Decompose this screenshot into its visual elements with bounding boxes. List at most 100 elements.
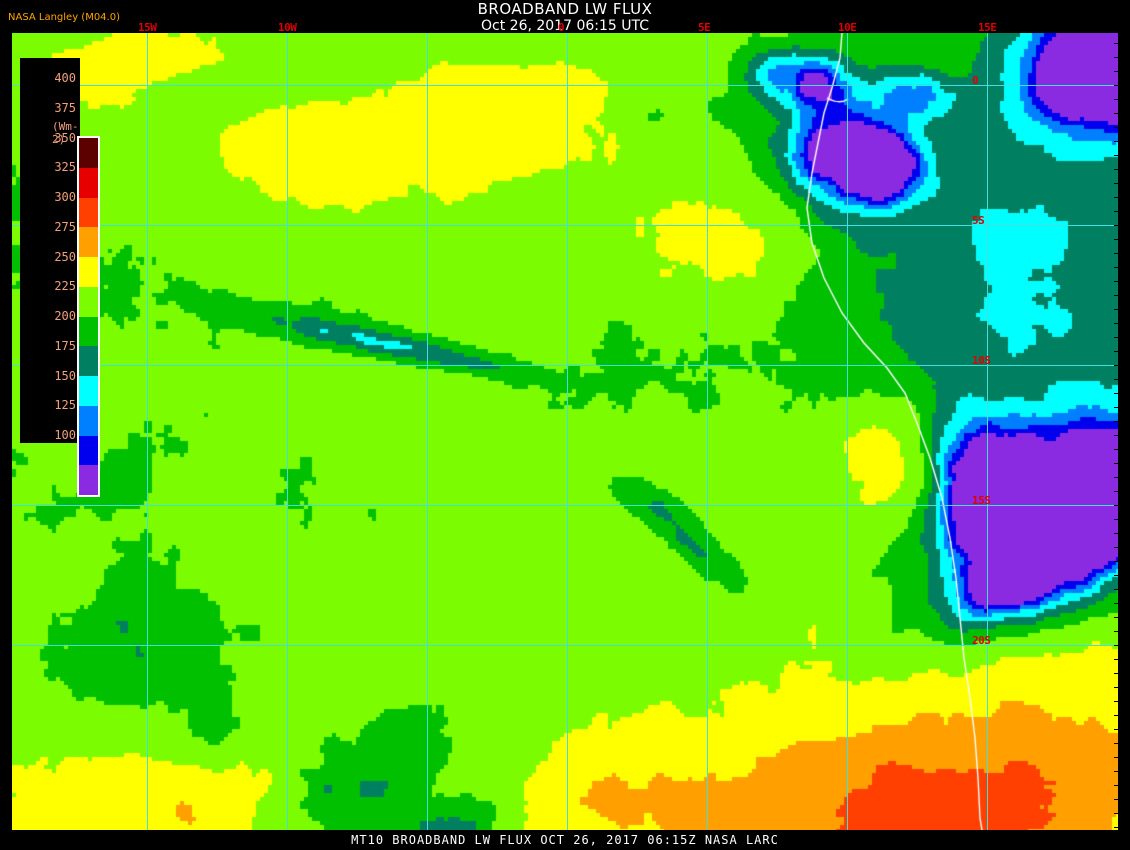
edge-tick xyxy=(1114,71,1118,72)
edge-tick xyxy=(1114,351,1118,352)
lat-label-5S: 5S xyxy=(972,214,985,227)
colorbar-band-10 xyxy=(79,435,98,466)
edge-tick xyxy=(1114,267,1118,268)
gridline-lon-10 xyxy=(847,33,848,830)
edge-tick xyxy=(1114,379,1118,380)
lon-label-10W: 10W xyxy=(278,21,297,34)
edge-tick xyxy=(1114,169,1118,170)
colorbar-tick-200: 200 xyxy=(54,309,76,323)
edge-tick xyxy=(1114,337,1118,338)
lon-label-10E: 10E xyxy=(838,21,857,34)
gridline-lat--20 xyxy=(12,645,1118,646)
edge-tick xyxy=(1114,183,1118,184)
edge-tick xyxy=(1114,743,1118,744)
colorbar-tick-250: 250 xyxy=(54,249,76,264)
edge-tick xyxy=(1114,365,1118,366)
colorbar-band-0 xyxy=(79,138,98,168)
edge-tick xyxy=(1114,561,1118,562)
page-title: BROADBAND LW FLUX xyxy=(477,0,653,18)
colorbar-band-5 xyxy=(79,286,98,317)
edge-tick xyxy=(1114,197,1118,198)
edge-tick xyxy=(1114,99,1118,100)
edge-tick xyxy=(1114,407,1118,408)
edge-tick xyxy=(1114,309,1118,310)
edge-tick xyxy=(1114,239,1118,240)
edge-tick xyxy=(1114,491,1118,492)
colorbar-tick-225: 225 xyxy=(54,279,76,294)
lat-label-20S: 20S xyxy=(972,634,991,647)
edge-tick xyxy=(1114,57,1118,58)
colorbar-band-2 xyxy=(79,197,98,228)
gridline-lat--15 xyxy=(12,505,1118,506)
edge-tick xyxy=(1114,603,1118,604)
lon-label-0: 0 xyxy=(558,21,565,34)
colorbar-tick-175: 175 xyxy=(54,338,76,353)
flux-raster xyxy=(12,33,1118,830)
colorbar-panel: (Wm-2) 400 375 350 325 300 275 250 225 200 175 150… xyxy=(20,58,100,497)
colorbar-tick-275: 275 xyxy=(54,219,76,234)
gridline-lat--5 xyxy=(12,225,1118,226)
edge-tick xyxy=(1114,687,1118,688)
edge-tick xyxy=(1114,421,1118,422)
page-subtitle: Oct 26, 2017 06:15 UTC xyxy=(481,18,649,34)
lon-label-5E: 5E xyxy=(698,21,711,34)
edge-tick xyxy=(1114,85,1118,86)
edge-tick xyxy=(1114,645,1118,646)
edge-tick xyxy=(1114,757,1118,758)
colorbar-band-1 xyxy=(79,167,98,198)
gridline-lon-0 xyxy=(567,33,568,830)
colorbar-band-9 xyxy=(79,405,98,436)
colorbar-tick-350: 350 xyxy=(54,130,76,145)
edge-tick xyxy=(1114,631,1118,632)
colorbar-tick-100: 100 xyxy=(54,428,76,442)
gridline-lon--10 xyxy=(287,33,288,830)
edge-tick xyxy=(1114,813,1118,814)
edge-tick xyxy=(1114,449,1118,450)
edge-tick xyxy=(1114,463,1118,464)
colorbar-unit-label: (Wm-2) xyxy=(52,120,79,146)
lon-label-15W: 15W xyxy=(138,21,157,34)
lat-label-15S: 15S xyxy=(972,494,991,507)
lat-label-0: 0 xyxy=(972,74,979,87)
colorbar-band-8 xyxy=(79,376,98,406)
agency-label: NASA Langley (M04.0) xyxy=(8,12,120,23)
edge-tick xyxy=(1114,701,1118,702)
edge-tick xyxy=(1114,43,1118,44)
lon-label-15E: 15E xyxy=(978,21,997,34)
gridline-lon--15 xyxy=(147,33,148,830)
colorbar-tick-375: 375 xyxy=(54,100,76,115)
gridline-lat--10 xyxy=(12,365,1118,366)
flux-map[interactable] xyxy=(12,33,1118,830)
edge-tick xyxy=(1114,827,1118,828)
edge-tick xyxy=(1114,547,1118,548)
colorbar-tick-400: 400 xyxy=(54,71,76,85)
edge-tick xyxy=(1114,575,1118,576)
edge-tick xyxy=(1114,771,1118,772)
edge-tick xyxy=(1114,323,1118,324)
colorbar-band-11 xyxy=(79,465,98,495)
edge-tick xyxy=(1114,127,1118,128)
edge-tick xyxy=(1114,393,1118,394)
colorbar-band-4 xyxy=(79,257,98,287)
colorbar-band-7 xyxy=(79,346,98,376)
colorbar-band-3 xyxy=(79,227,98,257)
colorbar-tick-325: 325 xyxy=(54,160,76,175)
edge-tick xyxy=(1114,659,1118,660)
edge-tick xyxy=(1114,211,1118,212)
edge-tick xyxy=(1114,155,1118,156)
edge-tick xyxy=(1114,715,1118,716)
edge-tick xyxy=(1114,785,1118,786)
edge-tick xyxy=(1114,533,1118,534)
gridline-lon-5 xyxy=(707,33,708,830)
colorbar-tick-150: 150 xyxy=(54,368,76,383)
edge-tick xyxy=(1114,519,1118,520)
gridline-lat-0 xyxy=(12,85,1118,86)
footer-bar: MT10 BROADBAND LW FLUX OCT 26, 2017 06:1… xyxy=(0,830,1130,850)
lat-label-10S: 10S xyxy=(972,354,991,367)
gridline-lon-15 xyxy=(987,33,988,830)
edge-tick xyxy=(1114,141,1118,142)
edge-tick xyxy=(1114,505,1118,506)
edge-tick xyxy=(1114,673,1118,674)
edge-tick xyxy=(1114,295,1118,296)
